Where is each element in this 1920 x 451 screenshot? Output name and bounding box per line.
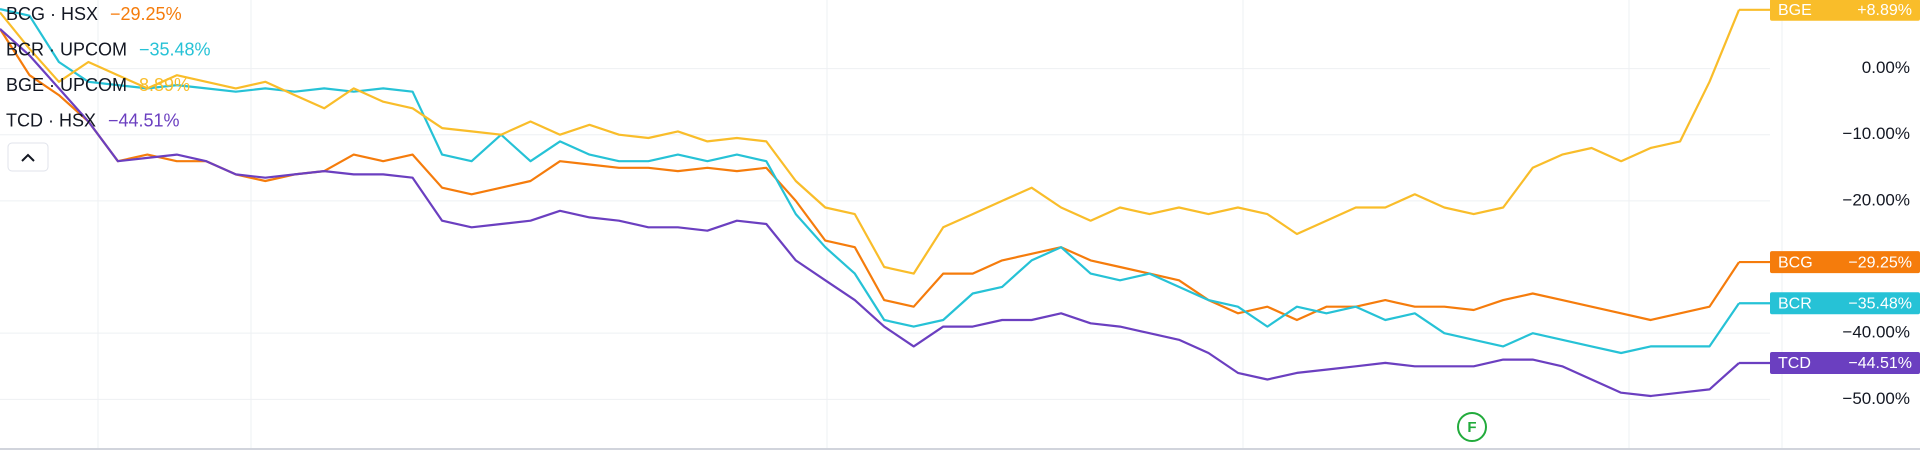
series-line — [0, 28, 1740, 398]
chevron-up[interactable] — [21, 153, 35, 162]
price-tags: BCG −29.25% BCR −35.48% BGE +8.89% TCD −44.51% — [1770, 0, 1920, 375]
series-line — [0, 8, 1740, 355]
price-tag — [1770, 0, 1920, 21]
tag-name: TCD — [1778, 355, 1811, 372]
grid: 0.00% −10.00% −20.00% −40.00% −50.00% — [0, 58, 1910, 408]
price-tag — [1770, 251, 1920, 274]
series-line — [0, 28, 1740, 322]
y-tick-label: −10.00% — [1842, 124, 1910, 143]
legend-name: BCR · UPCOM — [6, 39, 127, 59]
series-line — [0, 9, 1741, 275]
collapse-button[interactable] — [7, 142, 49, 172]
tag-name: BCG — [1778, 254, 1813, 271]
legend: BCG · HSX −29.25% BCR · UPCOM −35.48% BGE · … — [6, 4, 211, 131]
y-tick-label: −40.00% — [1842, 323, 1910, 342]
tag-name: BGE — [1778, 2, 1812, 19]
legend-name: BGE · UPCOM — [6, 75, 127, 95]
button-frame[interactable] — [7, 142, 49, 172]
y-tick-label: −50.00% — [1842, 389, 1910, 408]
lines — [0, 8, 1770, 398]
price-tag — [1770, 352, 1920, 375]
y-tick-label: 0.00% — [1862, 58, 1910, 77]
tag-value: −29.25% — [1848, 254, 1912, 271]
legend-value: −35.48% — [139, 39, 211, 59]
y-tick-label: −20.00% — [1842, 190, 1910, 209]
tag-name: BCR — [1778, 296, 1812, 313]
marker-circle[interactable] — [1457, 412, 1487, 442]
vertical-grid — [97, 0, 1783, 448]
event-marker[interactable]: F — [1457, 412, 1487, 442]
legend-name: BCG · HSX — [6, 4, 98, 24]
legend-value: −44.51% — [108, 110, 180, 130]
marker-label[interactable]: F — [1467, 419, 1476, 436]
legend-name: TCD · HSX — [6, 110, 96, 130]
tag-value: −44.51% — [1848, 355, 1912, 372]
tag-value: −35.48% — [1848, 296, 1912, 313]
legend-value: 8.89% — [139, 75, 190, 95]
tag-value: +8.89% — [1857, 2, 1912, 19]
legend-value: −29.25% — [110, 4, 182, 24]
price-tag — [1770, 292, 1920, 315]
